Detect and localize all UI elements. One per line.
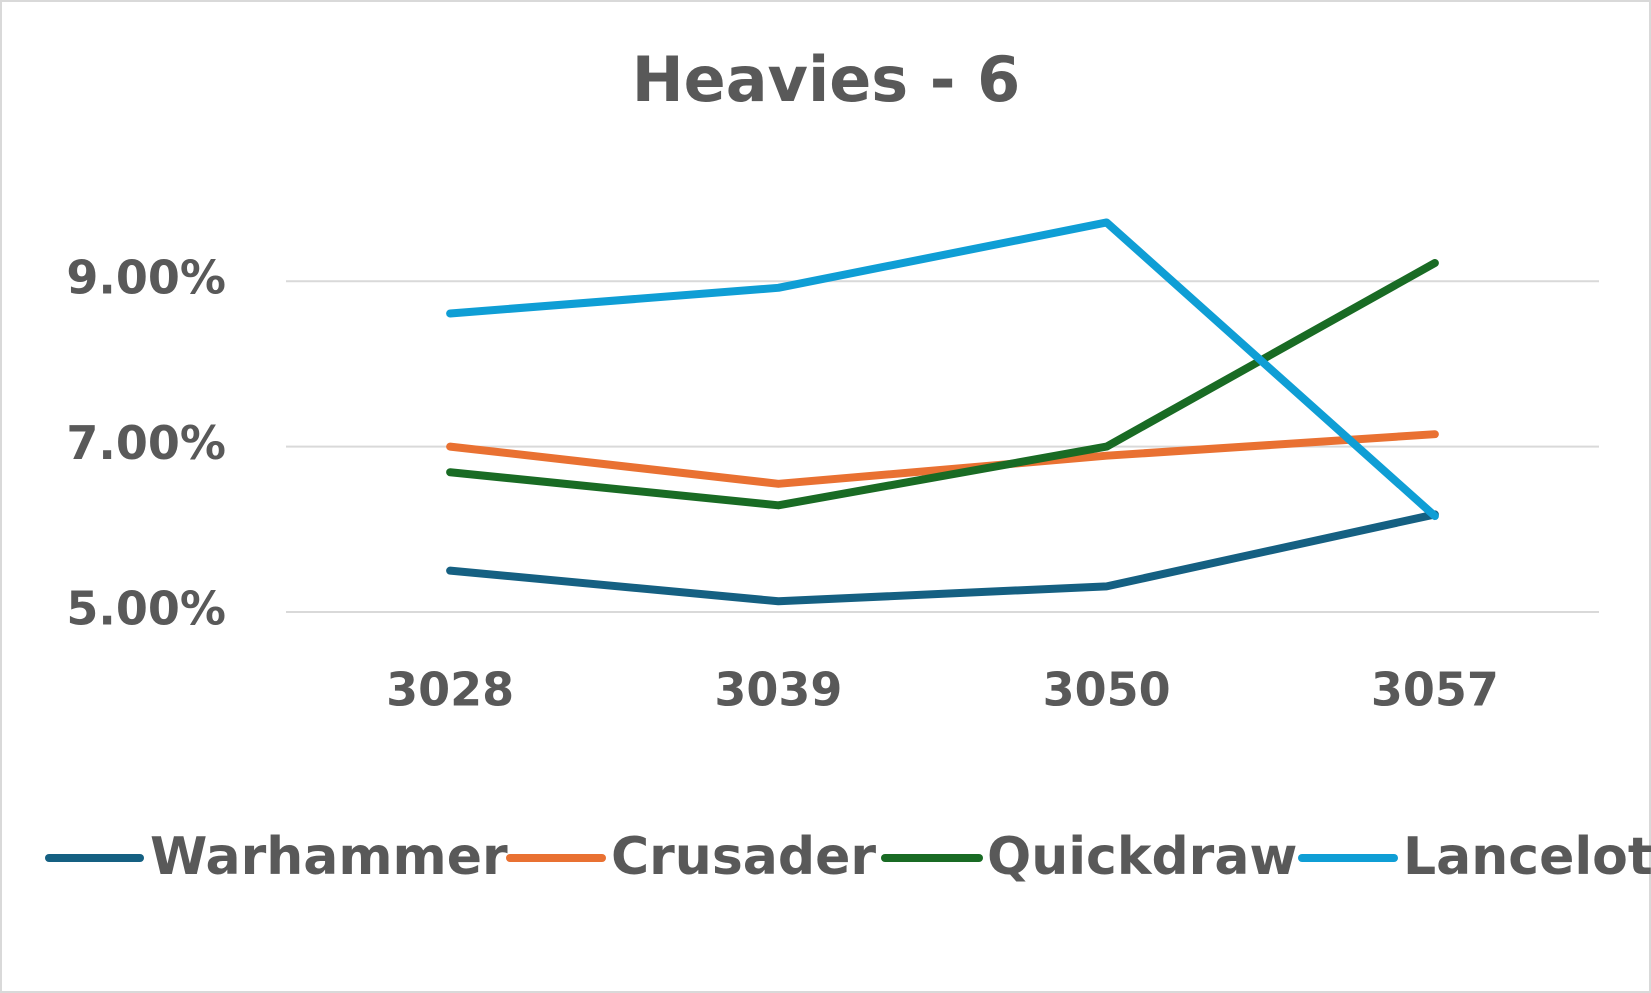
y-tick-label: 5.00% bbox=[66, 582, 226, 636]
legend-label: Quickdraw bbox=[987, 827, 1297, 887]
x-tick-label: 3028 bbox=[386, 663, 514, 717]
x-tick-label: 3057 bbox=[1371, 663, 1499, 717]
series-line bbox=[446, 510, 1439, 606]
chart-title: Heavies - 6 bbox=[632, 43, 1020, 116]
legend-label: Crusader bbox=[611, 827, 876, 887]
series-line bbox=[446, 259, 1439, 510]
legend-label: Lancelot bbox=[1403, 827, 1651, 887]
y-tick-label: 9.00% bbox=[66, 251, 226, 305]
series-line bbox=[446, 218, 1439, 521]
legend-label: Warhammer bbox=[150, 827, 508, 887]
x-tick-label: 3050 bbox=[1043, 663, 1171, 717]
y-tick-label: 7.00% bbox=[66, 416, 226, 470]
x-tick-label: 3039 bbox=[714, 663, 842, 717]
series-line bbox=[446, 430, 1439, 488]
